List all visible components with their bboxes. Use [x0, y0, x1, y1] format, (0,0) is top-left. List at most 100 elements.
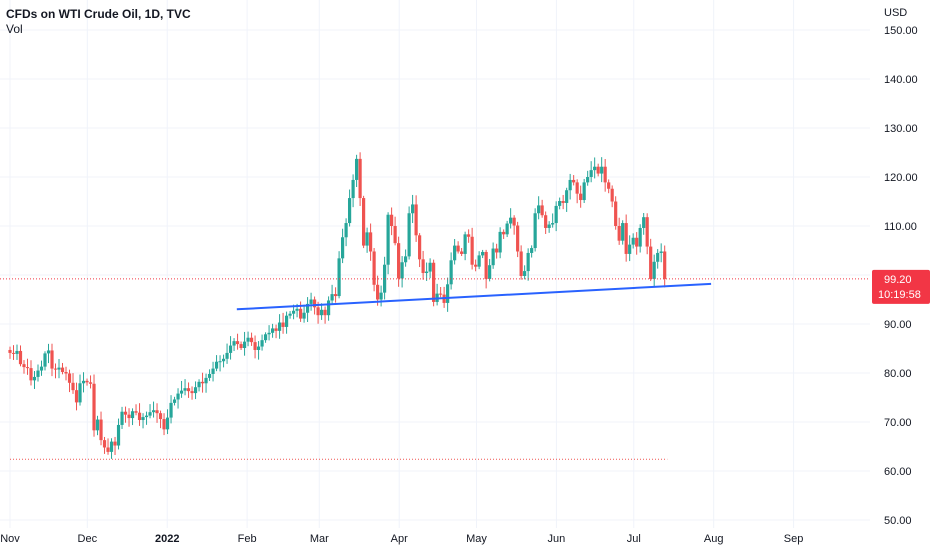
- candle-body: [319, 309, 324, 316]
- candle-body: [526, 252, 530, 272]
- candle-body: [309, 299, 313, 304]
- candle-body: [305, 303, 310, 313]
- candle-body: [481, 251, 485, 256]
- candle-body: [484, 251, 488, 279]
- x-tick-label: Jul: [627, 533, 641, 545]
- candle-body: [274, 328, 278, 331]
- volume-indicator-label[interactable]: Vol: [6, 22, 23, 36]
- candle-body: [330, 294, 334, 301]
- y-tick-label: 60.00: [884, 466, 912, 478]
- candle-body: [316, 307, 320, 316]
- candle-body: [596, 166, 600, 174]
- candle-body: [491, 248, 495, 266]
- candle-body: [663, 251, 667, 279]
- candle-body: [298, 308, 303, 319]
- candle-body: [638, 227, 642, 247]
- candle-body: [421, 259, 425, 274]
- candle-body: [372, 251, 376, 285]
- legend: CFDs on WTI Crude Oil, 1D, TVC Vol: [6, 7, 191, 37]
- candle-body: [116, 424, 121, 446]
- candle-body: [197, 381, 201, 388]
- candle-body: [291, 310, 296, 314]
- candle-body: [358, 158, 362, 199]
- candle-body: [11, 352, 16, 354]
- candle-body: [137, 412, 142, 421]
- x-tick-label: 2022: [155, 533, 179, 545]
- candle-body: [81, 380, 86, 384]
- candle-body: [418, 235, 422, 260]
- candle-body: [642, 217, 646, 228]
- candle-body: [141, 417, 145, 421]
- candles: [8, 152, 667, 459]
- candle-body: [337, 258, 341, 297]
- candle-body: [218, 361, 222, 363]
- candle-body: [43, 353, 47, 367]
- candle-body: [407, 213, 411, 257]
- candle-body: [432, 262, 436, 302]
- candle-body: [71, 382, 75, 391]
- candle-body: [512, 217, 516, 226]
- candle-body: [246, 337, 250, 342]
- candle-body: [509, 217, 513, 224]
- candle-body: [579, 193, 583, 201]
- candle-body: [376, 284, 380, 300]
- candle-body: [256, 346, 261, 350]
- candle-body: [614, 201, 618, 226]
- candle-body: [540, 205, 544, 216]
- candle-body: [551, 223, 555, 225]
- candle-body: [144, 415, 149, 418]
- time-axis[interactable]: Nov Dec 2022 Feb Mar Apr May Jun Jul Aug Sep: [0, 533, 803, 545]
- y-tick-label: 150.00: [884, 25, 918, 37]
- last-price-value: 99.20: [884, 274, 912, 286]
- candle-body: [586, 177, 590, 183]
- candle-body: [95, 419, 100, 431]
- candle-body: [232, 341, 236, 346]
- candle-body: [204, 377, 208, 384]
- candle-body: [533, 213, 537, 249]
- y-tick-label: 140.00: [884, 74, 918, 86]
- candle-body: [123, 411, 128, 415]
- candle-body: [99, 419, 103, 441]
- candle-body: [190, 391, 194, 394]
- candle-body: [572, 179, 576, 183]
- candle-body: [67, 373, 72, 383]
- candle-body: [505, 223, 509, 235]
- candle-body: [470, 236, 474, 265]
- trendline-group[interactable]: [236, 282, 712, 311]
- candle-body: [603, 166, 607, 183]
- candle-body: [18, 350, 23, 365]
- candle-body: [165, 417, 170, 430]
- support-trendline[interactable]: [236, 282, 712, 311]
- candle-body: [379, 292, 383, 300]
- candle-body: [530, 248, 534, 253]
- candle-body: [179, 390, 184, 394]
- candle-body: [498, 231, 502, 253]
- candle-body: [400, 262, 404, 279]
- candle-body: [22, 364, 26, 368]
- candle-body: [64, 372, 68, 374]
- candle-body: [92, 383, 96, 431]
- candle-body: [340, 237, 345, 259]
- candle-body: [288, 313, 292, 316]
- x-tick-label: Mar: [310, 533, 329, 545]
- candle-body: [582, 182, 586, 201]
- candle-body: [568, 179, 572, 191]
- candle-body: [284, 315, 289, 327]
- candle-body: [621, 223, 625, 241]
- price-axis[interactable]: USD150.00140.00130.00120.00110.00100.009…: [870, 0, 932, 550]
- candle-body: [523, 271, 527, 276]
- candle-body: [211, 368, 215, 374]
- candle-body: [635, 237, 639, 247]
- candle-body: [351, 179, 355, 199]
- candle-body: [302, 312, 306, 319]
- candle-body: [656, 252, 660, 262]
- candle-body: [186, 388, 191, 392]
- candle-body: [242, 341, 247, 349]
- candle-body: [88, 382, 93, 384]
- candle-body: [270, 328, 275, 333]
- candle-body: [565, 190, 569, 203]
- x-tick-label: Jun: [548, 533, 566, 545]
- y-tick-label: 110.00: [884, 221, 917, 233]
